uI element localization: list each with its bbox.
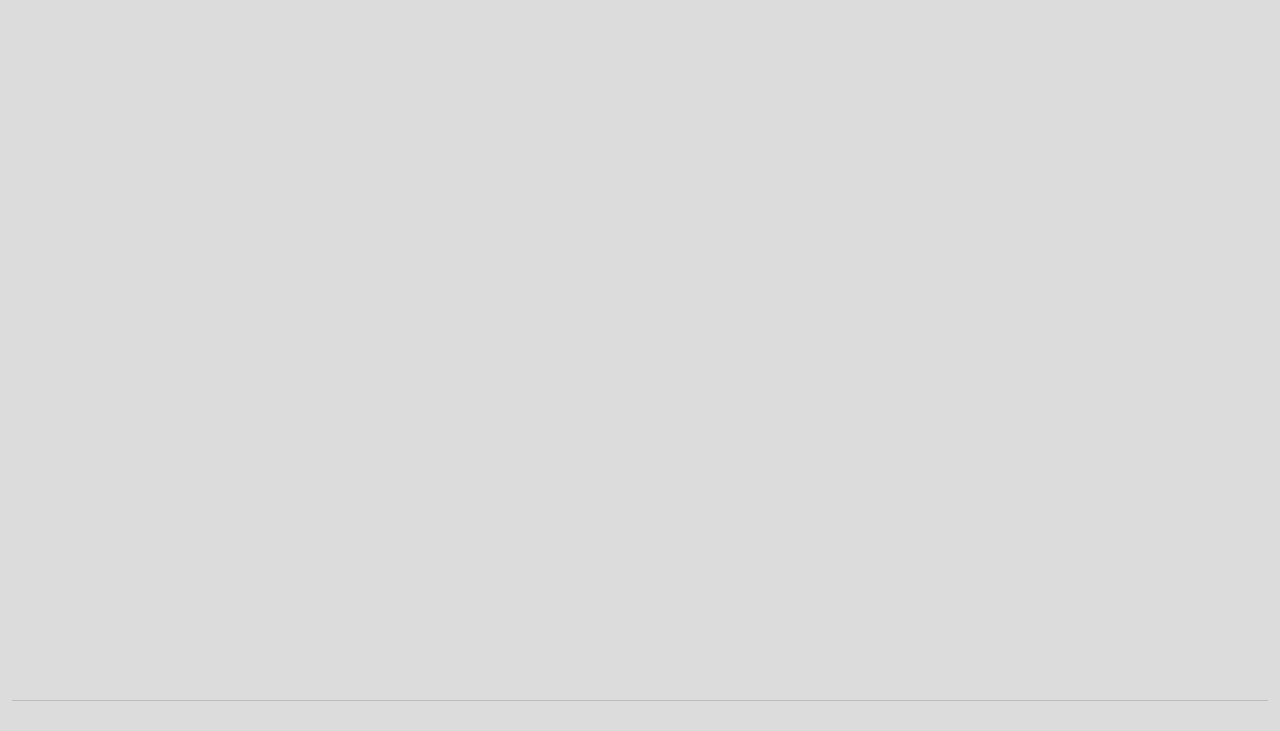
row-2: [42, 330, 1238, 500]
row-3-text: [42, 546, 382, 548]
footer-divider: [12, 700, 1268, 701]
row-3-diagram: [402, 528, 1272, 698]
row-1-diagram: [402, 128, 1272, 298]
row-2-text: [42, 348, 382, 350]
row-1-text: [42, 146, 382, 148]
row-3: [42, 528, 1238, 698]
row-1: [42, 128, 1238, 298]
row-2-diagram: [402, 330, 1272, 500]
